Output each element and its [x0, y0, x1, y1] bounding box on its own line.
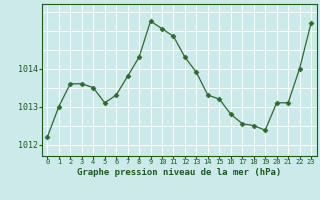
- X-axis label: Graphe pression niveau de la mer (hPa): Graphe pression niveau de la mer (hPa): [77, 168, 281, 177]
